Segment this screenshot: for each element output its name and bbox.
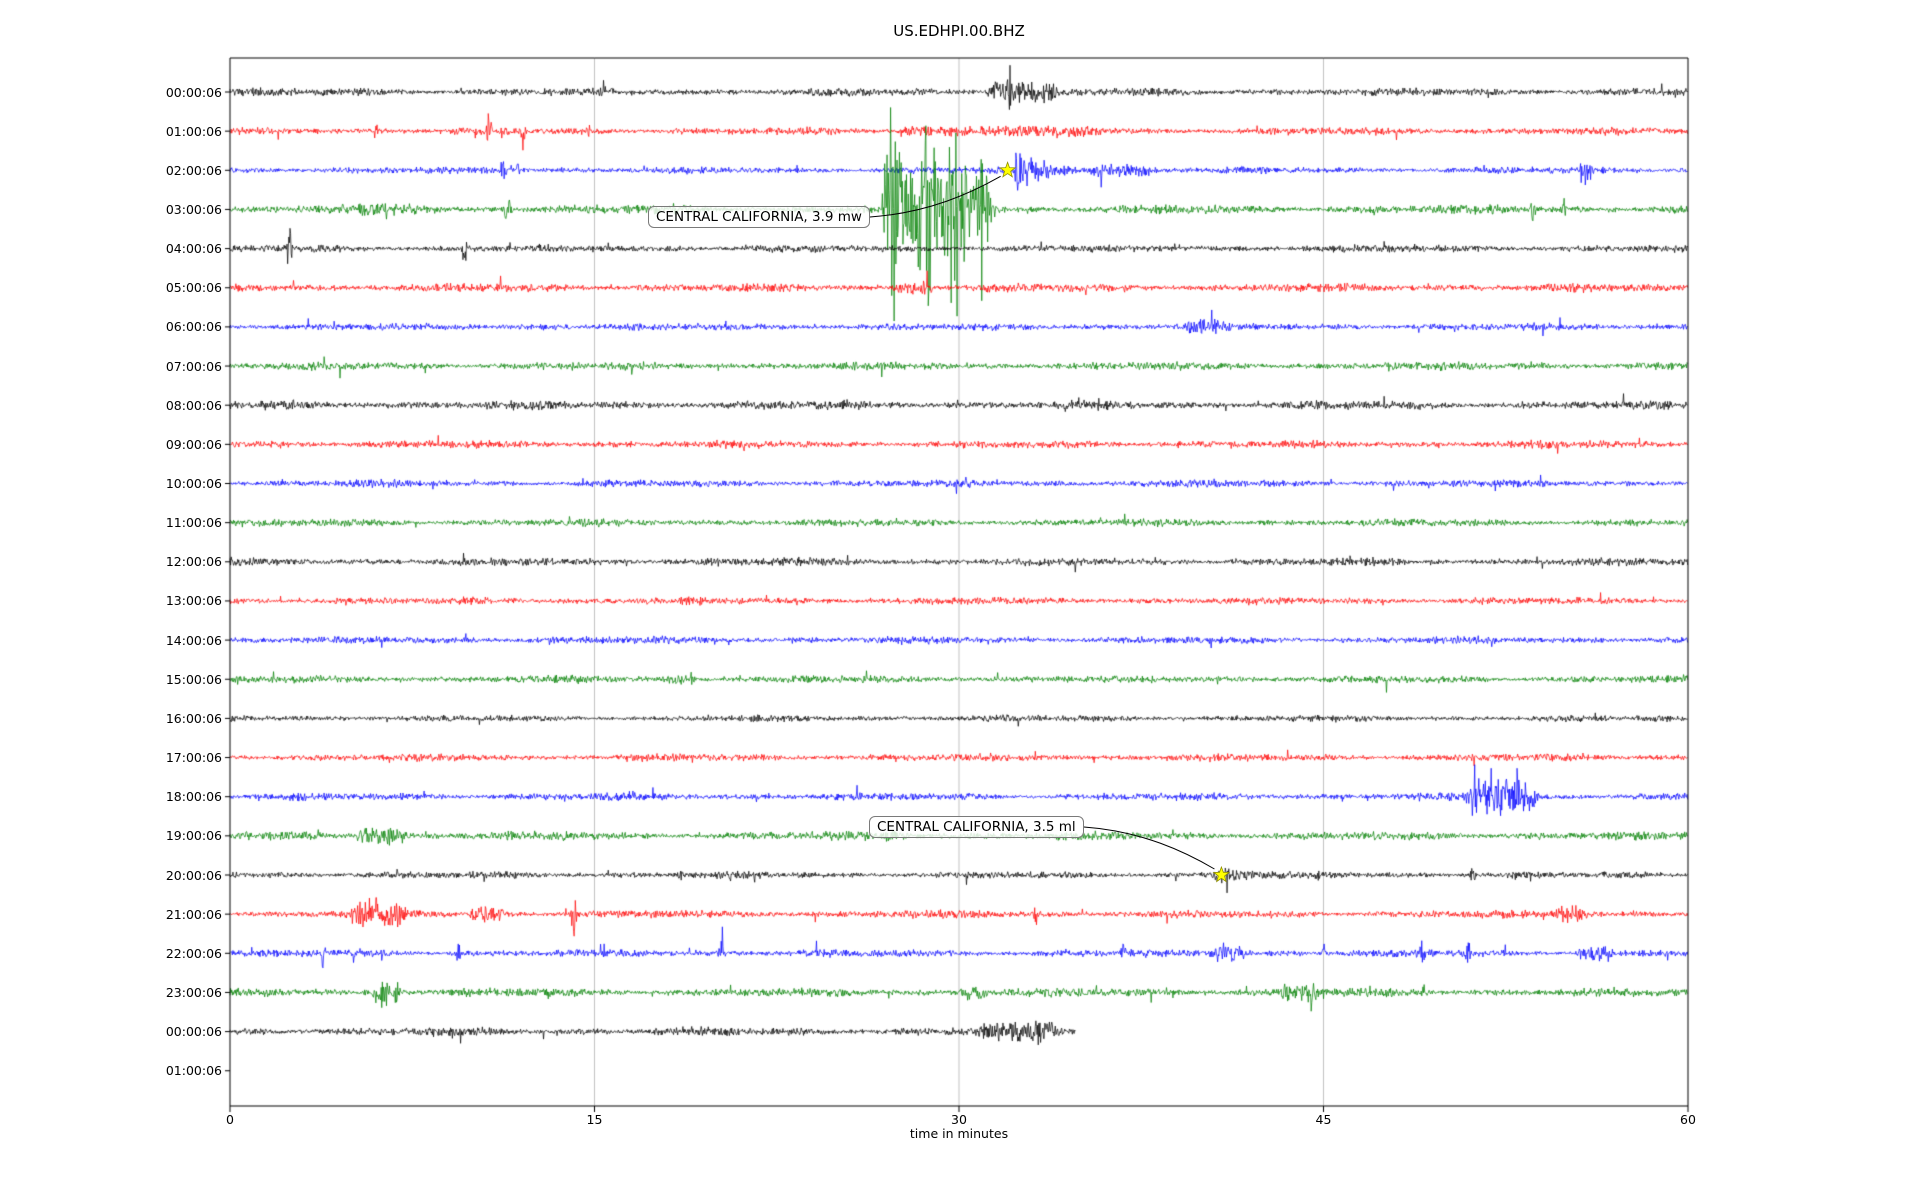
row-time-label: 19:00:06: [165, 828, 222, 844]
row-time-label: 15:00:06: [165, 671, 222, 687]
x-axis-title: time in minutes: [909, 1126, 1009, 1141]
row-time-label: 23:00:06: [165, 984, 222, 1000]
row-time-label: 07:00:06: [165, 358, 222, 374]
row-time-label: 05:00:06: [165, 280, 222, 296]
row-time-label: 20:00:06: [165, 867, 222, 883]
row-time-label: 22:00:06: [165, 945, 222, 961]
row-time-label: 01:00:06: [165, 123, 222, 139]
x-tick-label: 45: [1315, 1112, 1332, 1127]
row-time-label: 21:00:06: [165, 906, 222, 922]
row-time-label: 08:00:06: [165, 397, 222, 413]
row-time-label: 13:00:06: [165, 593, 222, 609]
row-time-label: 04:00:06: [165, 241, 222, 257]
event-annotation-2: CENTRAL CALIFORNIA, 3.5 ml: [869, 816, 1084, 838]
chart-title: US.EDHPI.00.BHZ: [893, 22, 1025, 40]
row-time-label: 03:00:06: [165, 201, 222, 217]
row-time-label: 17:00:06: [165, 750, 222, 766]
row-time-label: 00:00:06: [165, 1024, 222, 1040]
row-time-label: 09:00:06: [165, 436, 222, 452]
row-time-label: 02:00:06: [165, 162, 222, 178]
row-time-label: 18:00:06: [165, 789, 222, 805]
row-time-label: 16:00:06: [165, 710, 222, 726]
x-tick-label: 60: [1680, 1112, 1696, 1127]
x-tick-label: 0: [226, 1112, 234, 1127]
row-time-label: 11:00:06: [165, 515, 222, 531]
x-tick-label: 30: [951, 1112, 967, 1127]
row-time-label: 06:00:06: [165, 319, 222, 335]
x-tick-label: 15: [586, 1112, 603, 1127]
row-time-label: 12:00:06: [165, 554, 222, 570]
row-time-label: 00:00:06: [165, 84, 222, 100]
event-annotation-1: CENTRAL CALIFORNIA, 3.9 mw: [648, 206, 870, 228]
row-time-label: 10:00:06: [165, 476, 222, 491]
row-time-label: 01:00:06: [165, 1063, 222, 1079]
row-time-label: 14:00:06: [165, 632, 222, 648]
